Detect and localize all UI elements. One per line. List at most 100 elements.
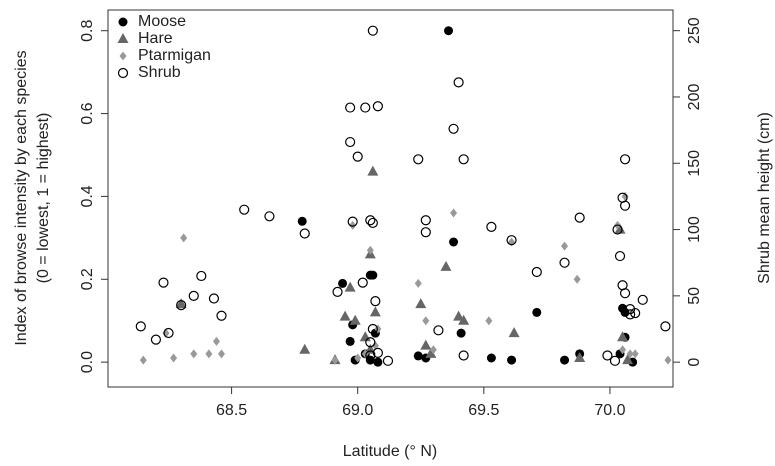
- y-tick-label: 0.6: [79, 102, 96, 124]
- point: [458, 350, 469, 361]
- point: [486, 221, 497, 233]
- point: [205, 349, 213, 359]
- y-tick-label: 0.2: [79, 268, 96, 290]
- point: [414, 278, 422, 288]
- point: [239, 204, 250, 215]
- point: [150, 334, 162, 345]
- point: [365, 215, 376, 226]
- point: [448, 123, 459, 134]
- point: [429, 345, 437, 355]
- x-tick-label: 68.5: [216, 402, 247, 419]
- point: [420, 215, 431, 226]
- point: [485, 316, 493, 326]
- point: [218, 349, 226, 359]
- point: [366, 245, 374, 255]
- point: [339, 310, 351, 321]
- point: [617, 331, 629, 342]
- point: [415, 298, 427, 309]
- y-tick-label: 0.4: [79, 185, 96, 207]
- point: [622, 354, 634, 365]
- point: [574, 212, 585, 223]
- point: [619, 345, 627, 355]
- y2-tick-label: 250: [686, 17, 703, 44]
- point: [365, 337, 376, 348]
- point: [425, 347, 437, 358]
- x-tick-label: 69.0: [342, 402, 373, 419]
- point: [373, 357, 383, 367]
- y2-tick-label: 50: [686, 287, 703, 305]
- point: [370, 296, 381, 307]
- point: [609, 355, 621, 366]
- y-tick-label: 0.0: [79, 351, 96, 373]
- point: [413, 351, 423, 361]
- point: [619, 154, 631, 165]
- point: [561, 241, 569, 251]
- point: [175, 298, 187, 309]
- point: [352, 151, 363, 162]
- x-axis-label: Latitude (° N): [343, 443, 437, 460]
- point: [367, 165, 379, 176]
- legend-label: Hare: [138, 30, 173, 47]
- point: [532, 307, 542, 317]
- point: [212, 336, 220, 346]
- legend-label: Shrub: [138, 64, 181, 81]
- point: [170, 353, 178, 363]
- point: [361, 349, 369, 359]
- point: [338, 278, 348, 288]
- point: [332, 286, 343, 297]
- point: [559, 257, 570, 268]
- point: [631, 349, 639, 359]
- point: [345, 102, 356, 113]
- legend-label: Ptarmigan: [138, 47, 211, 64]
- point: [190, 349, 198, 359]
- point: [180, 233, 188, 243]
- point: [458, 154, 469, 165]
- point: [299, 228, 310, 239]
- point: [345, 336, 355, 346]
- point: [135, 321, 146, 332]
- legend-label: Moose: [138, 13, 186, 30]
- point: [420, 339, 432, 350]
- point: [422, 316, 430, 326]
- point: [369, 306, 381, 317]
- point: [440, 260, 452, 271]
- point: [367, 323, 378, 335]
- y2-tick-label: 200: [686, 84, 703, 111]
- point: [458, 314, 470, 325]
- point: [630, 307, 641, 319]
- point: [344, 281, 356, 292]
- point: [614, 223, 626, 234]
- point: [196, 270, 207, 282]
- point: [625, 309, 636, 320]
- point: [574, 352, 586, 362]
- point: [420, 227, 431, 238]
- point: [619, 200, 631, 211]
- point: [163, 327, 174, 339]
- point: [508, 327, 520, 338]
- point: [139, 355, 147, 365]
- point: [208, 293, 220, 304]
- y-tick-label: 0.8: [79, 19, 96, 41]
- point: [347, 216, 358, 227]
- point: [560, 355, 570, 365]
- y2-axis-label: Shrub mean height (cm): [756, 112, 773, 284]
- point: [449, 237, 459, 247]
- point: [372, 347, 383, 358]
- y-axis-label: Index of browse intensity by each specie…: [13, 50, 30, 345]
- point: [453, 310, 465, 321]
- point: [531, 266, 542, 278]
- point: [360, 102, 371, 113]
- point: [660, 321, 671, 332]
- point: [372, 101, 383, 112]
- point: [413, 154, 424, 165]
- y2-tick-label: 0: [686, 358, 703, 367]
- point: [444, 26, 454, 36]
- point: [357, 277, 368, 288]
- point: [602, 350, 613, 361]
- legend-marker: [117, 67, 129, 79]
- point: [299, 343, 311, 354]
- point: [367, 25, 378, 36]
- point: [626, 349, 634, 359]
- point: [450, 208, 458, 218]
